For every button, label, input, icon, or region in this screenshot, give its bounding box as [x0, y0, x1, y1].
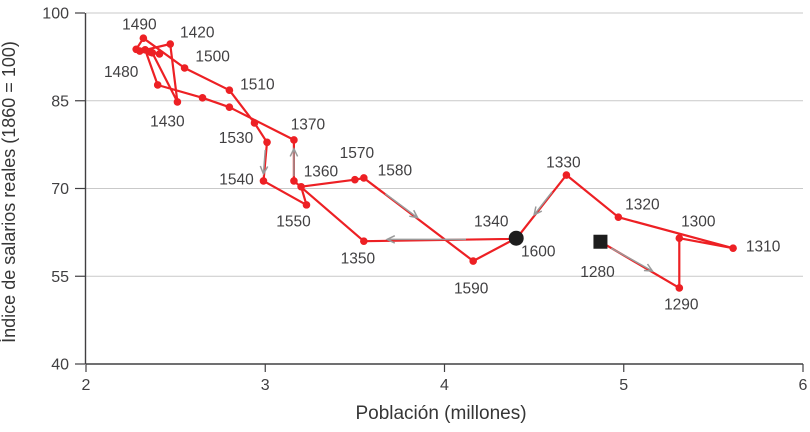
arrow-head-1530-1540 — [259, 165, 269, 176]
year-label-1510: 1510 — [240, 77, 275, 94]
wage-population-path — [135, 37, 735, 289]
year-label-1500: 1500 — [195, 48, 230, 65]
year-label-1580: 1580 — [378, 162, 413, 179]
point-1290 — [675, 284, 684, 292]
point-1310 — [729, 244, 737, 252]
point-1460 — [146, 48, 155, 56]
data-points — [132, 34, 737, 292]
point-1320 — [614, 213, 623, 221]
y-tick-label-70: 70 — [51, 181, 69, 198]
point-1390 — [198, 94, 207, 102]
point-1500 — [180, 64, 189, 72]
x-tick-label-3: 3 — [261, 377, 270, 394]
arrow-head-1330-1340 — [533, 206, 543, 217]
point-1530 — [263, 138, 271, 147]
point-1520 — [250, 119, 259, 127]
year-label-1300: 1300 — [681, 214, 716, 231]
y-tick-label-85: 85 — [51, 93, 69, 110]
year-label-1360: 1360 — [304, 163, 339, 180]
arrow-shaft-1530-1540 — [262, 149, 266, 174]
year-label-1370: 1370 — [291, 116, 326, 133]
arrow-shaft-1580-1590 — [384, 193, 419, 219]
point-1400 — [153, 81, 162, 89]
year-label-1350: 1350 — [341, 251, 376, 268]
direction-arrows — [259, 146, 654, 272]
point-1560 — [297, 182, 305, 191]
point-1380 — [225, 103, 234, 111]
arrow-shaft-1280-1290 — [610, 247, 653, 272]
x-tick-label-6: 6 — [799, 377, 808, 394]
arrow-head-1340-1350 — [385, 235, 396, 244]
arrow-shaft-1330-1340 — [533, 191, 553, 216]
year-labels: 1280 1290 1300 1310 1320 1330 1340 1350 1360 1370… — [104, 17, 781, 314]
x-axis-title: Población (millones) — [355, 403, 526, 424]
point-1480 — [132, 45, 140, 54]
point-1300 — [675, 234, 684, 243]
x-tick-label-4: 4 — [440, 377, 449, 394]
point-1370 — [290, 136, 298, 144]
point-1430 — [173, 98, 182, 106]
year-label-1320: 1320 — [625, 197, 660, 214]
year-label-1540: 1540 — [219, 171, 254, 188]
point-1360 — [290, 177, 298, 185]
year-label-1420: 1420 — [180, 25, 215, 42]
year-label-1550: 1550 — [276, 213, 311, 230]
year-label-1590: 1590 — [454, 281, 489, 298]
year-label-1600: 1600 — [521, 244, 556, 261]
tick-marks — [75, 12, 804, 372]
year-label-1530: 1530 — [219, 130, 254, 147]
marker-circle-1600 — [508, 230, 524, 246]
tick-labels: 40 55 70 85 100 2 3 4 5 6 — [42, 6, 807, 395]
point-1490 — [139, 34, 148, 42]
x-tick-label-5: 5 — [619, 377, 628, 394]
year-label-1340: 1340 — [474, 213, 509, 230]
point-1540 — [259, 177, 268, 185]
point-1590 — [469, 257, 477, 265]
point-1470 — [155, 50, 164, 58]
year-label-1290: 1290 — [664, 296, 699, 313]
x-tick-label-2: 2 — [82, 377, 91, 394]
point-1550 — [302, 201, 311, 209]
point-1350 — [360, 237, 368, 245]
point-1420 — [166, 40, 175, 48]
arrow-head-1360-1370 — [289, 146, 299, 157]
y-tick-label-55: 55 — [51, 269, 69, 286]
year-label-1490: 1490 — [122, 17, 157, 34]
year-label-1330: 1330 — [546, 155, 581, 172]
year-label-1480: 1480 — [104, 64, 139, 81]
year-label-1310: 1310 — [746, 239, 781, 256]
point-1580 — [360, 174, 368, 182]
y-axis-title: Índice de salarios reales (1860 = 100) — [0, 41, 19, 343]
data-path — [135, 37, 735, 289]
point-1330 — [562, 171, 571, 179]
year-label-1430: 1430 — [150, 113, 185, 130]
point-1510 — [225, 86, 234, 95]
year-label-1280: 1280 — [580, 264, 615, 281]
gridlines — [86, 12, 803, 277]
point-1570 — [351, 175, 359, 184]
arrow-head-1280-1290 — [643, 263, 654, 272]
arrow-head-1580-1590 — [409, 209, 419, 219]
y-tick-label-100: 100 — [42, 6, 69, 23]
year-label-1570: 1570 — [340, 145, 375, 162]
y-tick-label-40: 40 — [51, 357, 69, 374]
marker-square-1280 — [593, 234, 608, 249]
